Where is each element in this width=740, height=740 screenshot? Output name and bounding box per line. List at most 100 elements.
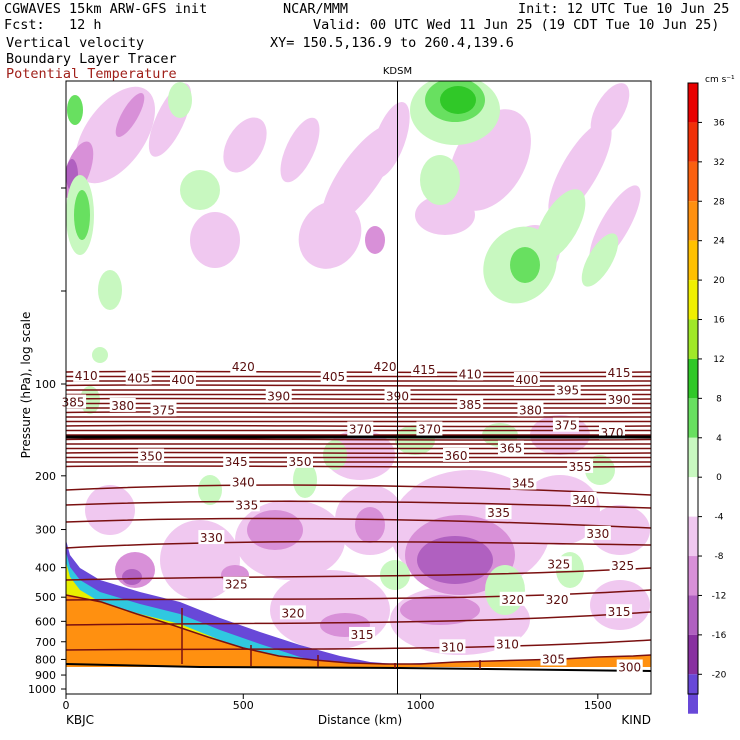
isentrope-label: 380: [111, 399, 134, 413]
isentrope-label-bg: [544, 591, 571, 606]
potential-temperature-isentropes: [66, 370, 651, 651]
isentrope-label: 380: [519, 403, 542, 417]
isentrope-line: [66, 465, 651, 468]
isentrope-line: [66, 397, 651, 401]
isentrope-label-bg: [570, 491, 597, 506]
isentrope-label-bg: [517, 402, 544, 417]
valid-time: Valid: 00 UTC Wed 11 Jun 25 (19 CDT Tue …: [313, 17, 720, 33]
colorbar-swatch: [688, 516, 698, 557]
isentrope-label: 405: [322, 370, 345, 384]
isentrope-label-bg: [606, 392, 633, 407]
isentrope-label: 410: [75, 369, 98, 383]
isentrope-label: 420: [232, 360, 255, 374]
colorbar-swatch: [688, 201, 698, 241]
isentrope-label-bg: [443, 447, 469, 462]
colorbar-tick-label: 16: [713, 316, 725, 326]
y-tick-label: 800: [35, 653, 56, 666]
isentrope-line: [66, 484, 651, 496]
isentrope-line: [66, 411, 651, 414]
colorbar-swatch: [688, 634, 698, 675]
y-tick-label: 500: [35, 591, 56, 604]
isentrope-label-bg: [499, 591, 526, 606]
isentrope-label: 300: [618, 660, 641, 674]
isentrope-label: 320: [546, 593, 569, 607]
colorbar-swatch: [688, 437, 698, 478]
colorbar-tick-label: -16: [712, 631, 727, 641]
isentrope-label-bg: [320, 369, 347, 384]
isentrope-label: 390: [267, 390, 290, 404]
isentrope-label: 360: [445, 449, 468, 463]
isentrope-label: 365: [500, 442, 523, 456]
isentrope-label: 415: [413, 363, 436, 377]
isentrope-label: 330: [200, 531, 223, 545]
colorbar-tick-label: 8: [716, 394, 722, 404]
colorbar-tick-label: 4: [716, 434, 722, 444]
isentrope-label-bg: [457, 396, 484, 411]
isentrope-line: [66, 460, 651, 464]
isentrope-label-bg: [457, 366, 484, 381]
isentrope-label-bg: [287, 453, 313, 468]
isentrope-label-bg: [109, 397, 136, 412]
isentrope-label-bg: [198, 530, 225, 545]
y-tick-label: 700: [35, 636, 56, 649]
colorbar-swatch: [688, 122, 698, 162]
isentrope-label-bg: [616, 659, 643, 674]
isentrope-label-bg: [497, 440, 524, 455]
x-tick-label: 500: [233, 699, 254, 712]
isentrope-label: 310: [496, 638, 519, 652]
isentrope-line: [66, 540, 651, 549]
isentrope-label-bg: [494, 636, 521, 651]
colorbar-tick-label: -8: [715, 552, 724, 562]
isentrope-line: [66, 639, 651, 651]
isentrope-label: 345: [512, 477, 535, 491]
isentrope-label-bg: [545, 556, 572, 571]
model-title: CGWAVES 15km ARW-GFS init: [4, 1, 208, 17]
isentrope-line: [66, 517, 651, 529]
colorbar-swatch: [688, 161, 698, 202]
isentrope-label: 355: [569, 460, 592, 474]
isentrope-label-bg: [230, 359, 257, 374]
isentrope-label: 330: [586, 527, 609, 541]
y-tick-label: 600: [35, 615, 56, 628]
isentrope-label: 310: [441, 640, 464, 654]
x-axis-label: Distance (km): [318, 713, 402, 727]
colorbar-tick-label: 20: [713, 276, 725, 286]
isentrope-label-bg: [347, 421, 374, 436]
terrain-outline: [65, 594, 652, 665]
isentrope-label-bg: [584, 525, 611, 540]
isentrope-label-bg: [439, 639, 466, 654]
colorbar-unit: cm s⁻¹: [705, 75, 735, 85]
isentrope-label-bg: [416, 421, 443, 436]
isentrope-line: [66, 500, 651, 509]
isentrope-label: 335: [487, 506, 510, 520]
isentrope-label: 340: [572, 493, 595, 507]
isentrope-label: 420: [374, 360, 397, 374]
isentrope-line: [66, 393, 651, 396]
isentrope-label: 320: [281, 606, 304, 620]
colorbar-tick-label: 36: [713, 118, 725, 128]
field-label-boundary-layer-tracer: Boundary Layer Tracer: [6, 51, 177, 67]
colorbar-swatch: [688, 83, 698, 123]
isentrope-label-bg: [606, 364, 633, 379]
x-tick-label: 1000: [407, 699, 435, 712]
isentrope-label-bg: [150, 402, 177, 417]
isentrope-label-bg: [372, 359, 399, 374]
isentrope-label-bg: [485, 505, 512, 520]
station-label-left: KBJC: [66, 713, 94, 727]
colorbar-swatch: [688, 280, 698, 320]
colorbar-tick-label: 24: [713, 237, 725, 247]
isentrope-line: [66, 451, 651, 455]
isentrope-label-bg: [223, 576, 250, 591]
isentrope-label: 400: [172, 373, 195, 387]
colorbar-tick-label: 0: [716, 473, 722, 483]
y-tick-label: 200: [35, 470, 56, 483]
colorbar-tick-label: 12: [713, 355, 724, 365]
isentrope-label-bg: [233, 497, 260, 512]
isentrope-label-bg: [554, 382, 581, 397]
colorbar-tick-label: 28: [713, 197, 725, 207]
isentrope-label: 325: [611, 559, 634, 573]
isentrope-label: 315: [608, 605, 631, 619]
isentrope-line: [66, 567, 651, 581]
